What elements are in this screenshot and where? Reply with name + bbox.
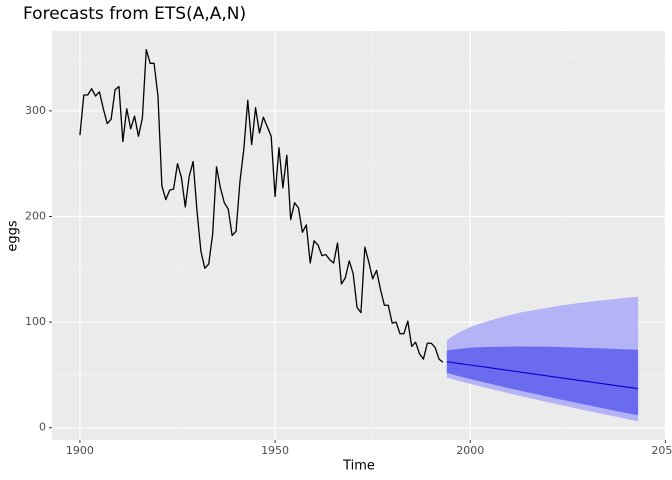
x-tick-label: 1950 <box>261 444 289 457</box>
y-tick-label: 200 <box>25 209 46 222</box>
x-tick-label: 1900 <box>66 444 94 457</box>
x-axis-title: Time <box>342 459 375 474</box>
y-tick-label: 100 <box>25 315 46 328</box>
y-tick-label: 0 <box>39 421 46 434</box>
forecast-line <box>446 361 639 390</box>
series-line <box>79 48 444 363</box>
chart-title: Forecasts from ETS(A,A,N) <box>23 4 246 24</box>
x-tick-label: 2050 <box>651 444 672 457</box>
band-80 <box>446 346 639 416</box>
y-tick-label: 300 <box>25 104 46 117</box>
y-axis-title: eggs <box>6 220 21 252</box>
x-tick-label: 2000 <box>456 444 484 457</box>
